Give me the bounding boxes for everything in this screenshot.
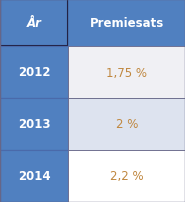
Bar <box>0 0 68 47</box>
Bar <box>68 0 185 47</box>
Text: 2012: 2012 <box>18 66 51 79</box>
Text: 2,2 %: 2,2 % <box>110 170 144 183</box>
Text: År: År <box>27 17 42 30</box>
Text: 1,75 %: 1,75 % <box>106 66 147 79</box>
Bar <box>0 150 68 202</box>
Bar <box>68 150 185 202</box>
Bar <box>0 47 68 99</box>
Bar <box>68 47 185 99</box>
Text: 2 %: 2 % <box>116 118 138 131</box>
Bar <box>0 99 68 150</box>
Bar <box>68 99 185 150</box>
Text: Premiesats: Premiesats <box>90 17 164 30</box>
Text: 2013: 2013 <box>18 118 51 131</box>
Text: 2014: 2014 <box>18 170 51 183</box>
